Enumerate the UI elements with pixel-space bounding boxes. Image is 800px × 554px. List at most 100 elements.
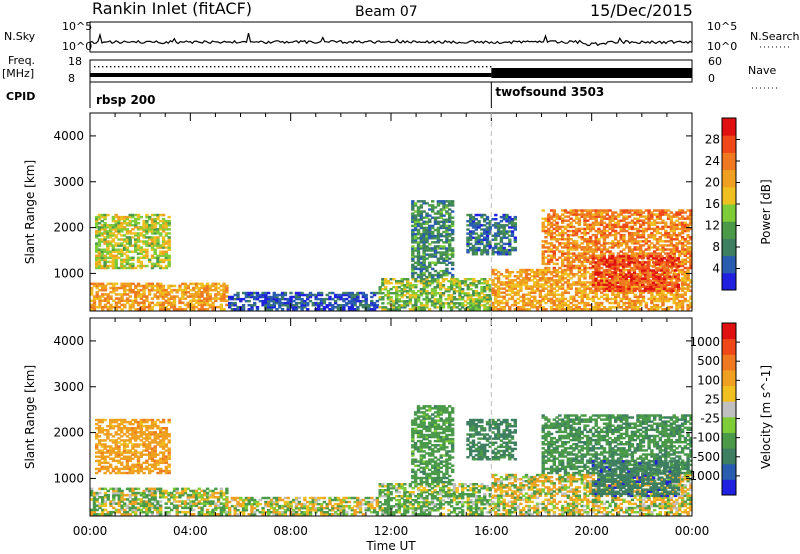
echo-cell — [178, 301, 182, 305]
echo-cell — [125, 293, 130, 296]
echo-cell — [147, 291, 152, 294]
echo-cell — [128, 502, 132, 505]
echo-cell — [367, 308, 371, 311]
echo-cell — [95, 491, 99, 495]
echo-cell — [496, 281, 501, 284]
echo-cell — [117, 252, 121, 255]
freq-dot — [430, 66, 432, 68]
echo-cell — [395, 288, 399, 291]
echo-cell — [577, 287, 582, 290]
echo-cell — [125, 493, 130, 497]
echo-cell — [630, 281, 634, 285]
echo-cell — [499, 283, 504, 286]
echo-cell — [139, 305, 144, 309]
echo-cell — [422, 292, 426, 295]
echo-cell — [197, 293, 201, 296]
echo-cell — [621, 261, 626, 264]
echo-cell — [161, 236, 166, 239]
echo-cell — [200, 282, 204, 286]
echo-cell — [411, 259, 415, 262]
echo-cell — [294, 301, 299, 305]
echo-cell — [103, 284, 108, 288]
echo-cell — [328, 291, 332, 295]
echo-cell — [574, 248, 579, 251]
echo-cell — [505, 242, 509, 246]
echo-cell — [214, 286, 218, 290]
echo-cell — [125, 510, 130, 514]
echo-cell — [633, 285, 637, 288]
echo-cell — [502, 287, 506, 290]
freq-dot — [418, 66, 420, 68]
echo-cell — [558, 225, 562, 229]
echo-cell — [400, 278, 404, 281]
echo-cell — [588, 215, 593, 218]
echo-cell — [561, 246, 565, 249]
echo-cell — [125, 248, 130, 251]
echo-cell — [417, 298, 421, 301]
echo-cell — [134, 506, 138, 510]
echo-cell — [131, 489, 135, 493]
echo-cell — [433, 255, 438, 258]
echo-cell — [616, 289, 620, 293]
echo-cell — [569, 268, 573, 272]
echo-cell — [422, 222, 426, 226]
echo-cell — [148, 258, 152, 262]
echo-cell — [95, 264, 99, 268]
echo-cell — [614, 301, 618, 305]
echo-cell — [131, 232, 135, 235]
echo-cell — [436, 300, 440, 303]
echo-cell — [120, 286, 124, 290]
echo-cell — [639, 246, 643, 249]
echo-cell — [499, 251, 504, 254]
echo-cell — [566, 306, 570, 309]
echo-cell — [650, 299, 654, 303]
echo-cell — [139, 301, 144, 305]
echo-cell — [480, 238, 484, 242]
echo-cell — [597, 221, 601, 225]
echo-cell — [392, 300, 396, 303]
echo-cell — [395, 292, 399, 295]
echo-cell — [577, 268, 582, 272]
echo-cell — [513, 299, 517, 303]
echo-cell — [488, 240, 492, 244]
echo-cell — [674, 263, 678, 266]
echo-cell — [483, 213, 487, 217]
echo-cell — [611, 291, 615, 294]
echo-cell — [125, 254, 130, 258]
echo-cell — [422, 216, 426, 219]
echo-cell — [164, 234, 169, 237]
echo-cell — [569, 242, 573, 245]
echo-cell — [134, 301, 138, 305]
echo-cell — [328, 295, 332, 299]
echo-cell — [683, 252, 687, 255]
echo-cell — [164, 308, 168, 311]
echo-cell — [433, 261, 438, 265]
echo-cell — [445, 273, 449, 277]
echo-cell — [452, 278, 457, 281]
echo-cell — [675, 213, 679, 216]
echo-cell — [627, 271, 631, 274]
echo-cell — [496, 251, 501, 254]
echo-cell — [591, 213, 596, 216]
echo-cell — [90, 305, 94, 309]
echo-cell — [583, 303, 587, 307]
echo-cell — [419, 247, 424, 250]
echo-cell — [90, 489, 94, 493]
echo-cell — [671, 283, 675, 287]
echo-cell — [674, 259, 678, 262]
echo-cell — [178, 299, 182, 303]
echo-cell — [591, 255, 596, 258]
echo-cell — [147, 305, 152, 309]
echo-cell — [384, 306, 388, 309]
echo-cell — [267, 306, 271, 309]
echo-cell — [619, 306, 623, 309]
echo-cell — [549, 256, 554, 259]
echo-cell — [106, 234, 110, 237]
echo-cell — [639, 219, 643, 222]
echo-cell — [638, 279, 642, 282]
echo-cell — [686, 236, 690, 239]
echo-cell — [125, 301, 130, 305]
echo-cell — [98, 301, 102, 305]
echo-cell — [433, 298, 437, 301]
echo-cell — [272, 301, 276, 305]
